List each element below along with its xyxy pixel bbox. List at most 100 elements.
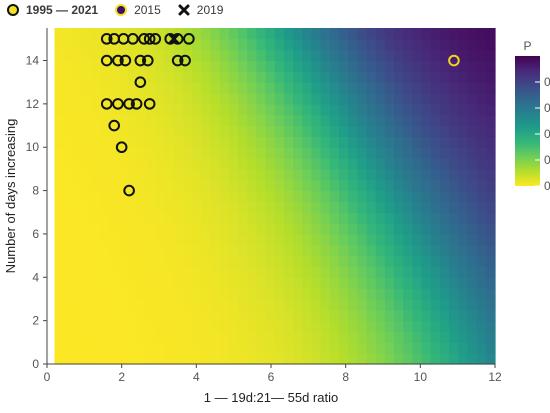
heatmap-cell xyxy=(384,277,395,289)
heatmap-cell xyxy=(63,125,74,137)
heatmap-cell xyxy=(293,168,303,181)
x-tick-label: 4 xyxy=(193,370,200,384)
heatmap-cell xyxy=(430,114,441,127)
heatmap-cell xyxy=(449,288,459,300)
heatmap-cell xyxy=(302,320,313,333)
heatmap-cell xyxy=(164,60,175,72)
heatmap-cell xyxy=(357,28,368,40)
heatmap-cell xyxy=(247,201,257,213)
heatmap-cell xyxy=(357,342,368,354)
heatmap-cell xyxy=(274,28,285,40)
heatmap-cell xyxy=(283,125,294,137)
heatmap-cell xyxy=(265,233,276,246)
heatmap-cell xyxy=(338,223,349,235)
heatmap-cell xyxy=(311,212,322,224)
heatmap-cell xyxy=(238,342,248,354)
heatmap-cell xyxy=(146,147,157,159)
heatmap-cell xyxy=(329,125,340,137)
heatmap-cell xyxy=(173,82,184,94)
heatmap-cell xyxy=(210,168,221,181)
heatmap-cell xyxy=(421,353,432,365)
heatmap-cell xyxy=(127,60,138,72)
x-tick-label: 12 xyxy=(488,370,502,384)
heatmap-cell xyxy=(238,320,248,333)
heatmap-cell xyxy=(403,60,413,72)
heatmap-cell xyxy=(357,147,368,159)
heatmap-cell xyxy=(485,266,496,278)
y-axis-title: Number of days increasing xyxy=(3,119,18,274)
heatmap-cell xyxy=(100,114,111,127)
heatmap-cell xyxy=(219,93,230,105)
heatmap-cell xyxy=(201,136,212,148)
heatmap-cell xyxy=(449,38,459,51)
heatmap-cell xyxy=(320,125,331,137)
heatmap-cell xyxy=(449,244,459,257)
heatmap-cell xyxy=(366,331,377,343)
heatmap-cell xyxy=(485,309,496,322)
heatmap-cell xyxy=(127,277,138,289)
heatmap-cell xyxy=(100,353,111,365)
heatmap-cell xyxy=(384,353,395,365)
heatmap-cell xyxy=(247,266,257,278)
heatmap-cell xyxy=(82,93,92,105)
heatmap-cell xyxy=(430,320,441,333)
heatmap-cell xyxy=(302,179,313,192)
heatmap-cell xyxy=(375,223,386,235)
heatmap-cell xyxy=(430,49,441,62)
heatmap-cell xyxy=(467,28,478,40)
heatmap-cell xyxy=(82,179,92,192)
heatmap-cell xyxy=(449,125,459,137)
heatmap-cell xyxy=(476,233,487,246)
heatmap-cell xyxy=(118,179,129,192)
heatmap-cell xyxy=(256,342,267,354)
heatmap-cell xyxy=(293,71,303,83)
point-1995-2021 xyxy=(143,33,156,45)
heatmap-cell xyxy=(247,309,257,322)
heatmap-cell xyxy=(173,266,184,278)
heatmap-cell xyxy=(100,244,111,257)
heatmap-cell xyxy=(283,168,294,181)
heatmap-cell xyxy=(394,136,404,148)
heatmap-cell xyxy=(403,244,413,257)
heatmap-cell xyxy=(329,60,340,72)
heatmap-cell xyxy=(219,255,230,268)
heatmap-cell xyxy=(302,342,313,354)
point-1995-2021 xyxy=(142,54,154,67)
heatmap-cell xyxy=(467,320,478,333)
heatmap-cell xyxy=(146,298,157,311)
heatmap-cell xyxy=(219,298,230,311)
heatmap-cell xyxy=(247,168,257,181)
heatmap-cell xyxy=(458,147,469,159)
heatmap-cell xyxy=(421,320,432,333)
heatmap-cell xyxy=(72,255,83,268)
heatmap-cell xyxy=(458,49,469,62)
heatmap-cell xyxy=(201,298,212,311)
heatmap-cell xyxy=(430,212,441,224)
heatmap-cell xyxy=(228,223,239,235)
heatmap-cell xyxy=(430,71,441,83)
heatmap-cell xyxy=(320,342,331,354)
heatmap-cell xyxy=(256,49,267,62)
heatmap-cell xyxy=(283,82,294,94)
heatmap-cell xyxy=(54,342,65,354)
heatmap-cell xyxy=(238,212,248,224)
heatmap-cell xyxy=(63,277,74,289)
heatmap-cell xyxy=(238,223,248,235)
heatmap-cell xyxy=(54,125,65,137)
heatmap-cell xyxy=(238,288,248,300)
point-1995-2021 xyxy=(179,54,191,67)
heatmap-cell xyxy=(63,103,74,116)
heatmap-cell xyxy=(412,190,423,203)
heatmap-cell xyxy=(201,190,212,203)
heatmap-cell xyxy=(283,136,294,148)
heatmap-cell xyxy=(210,320,221,333)
heatmap-cell xyxy=(238,71,248,83)
heatmap-cell xyxy=(228,212,239,224)
heatmap-cell xyxy=(109,320,120,333)
heatmap-cell xyxy=(210,212,221,224)
heatmap-cell xyxy=(384,38,395,51)
heatmap-cell xyxy=(72,331,83,343)
heatmap-cell xyxy=(201,266,212,278)
heatmap-cell xyxy=(201,320,212,333)
heatmap-cell xyxy=(155,298,166,311)
